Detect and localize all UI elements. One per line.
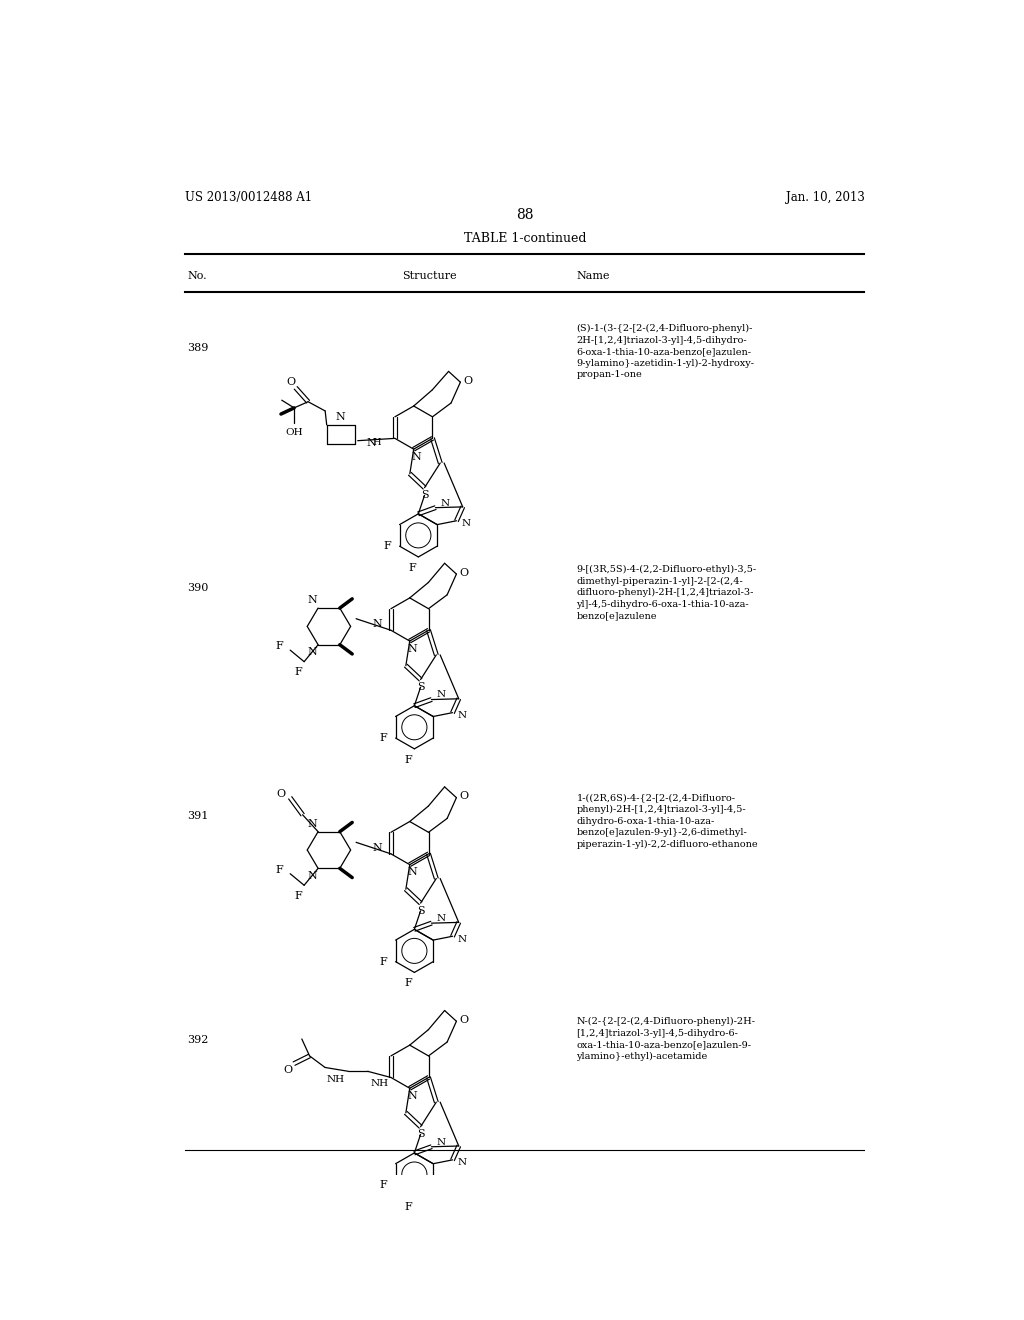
Text: NH: NH	[326, 1074, 344, 1084]
Text: F: F	[275, 865, 284, 875]
Text: 88: 88	[516, 209, 534, 222]
Text: F: F	[383, 541, 391, 552]
Text: N: N	[307, 595, 316, 606]
Text: N: N	[372, 842, 382, 853]
Text: F: F	[294, 668, 302, 677]
Text: 9-[(3R,5S)-4-(2,2-Difluoro-ethyl)-3,5-
dimethyl-piperazin-1-yl]-2-[2-(2,4-
diflu: 9-[(3R,5S)-4-(2,2-Difluoro-ethyl)-3,5- d…	[577, 565, 757, 620]
Text: 390: 390	[187, 583, 209, 593]
Text: OH: OH	[286, 428, 303, 437]
Text: F: F	[404, 755, 412, 764]
Text: O: O	[464, 376, 473, 385]
Text: 392: 392	[187, 1035, 209, 1044]
Text: O: O	[460, 1015, 469, 1024]
Text: N: N	[436, 1138, 445, 1147]
Text: 1-((2R,6S)-4-{2-[2-(2,4-Difluoro-
phenyl)-2H-[1,2,4]triazol-3-yl]-4,5-
dihydro-6: 1-((2R,6S)-4-{2-[2-(2,4-Difluoro- phenyl…	[577, 793, 758, 849]
Text: N: N	[458, 711, 466, 721]
Text: H: H	[372, 438, 381, 447]
Text: Name: Name	[577, 272, 610, 281]
Text: S: S	[417, 1130, 424, 1139]
Text: N: N	[458, 1159, 466, 1167]
Text: (S)-1-(3-{2-[2-(2,4-Difluoro-phenyl)-
2H-[1,2,4]triazol-3-yl]-4,5-dihydro-
6-oxa: (S)-1-(3-{2-[2-(2,4-Difluoro-phenyl)- 2H…	[577, 325, 755, 379]
Text: F: F	[404, 978, 412, 989]
Text: Structure: Structure	[402, 272, 457, 281]
Text: N: N	[307, 871, 316, 880]
Text: N: N	[408, 1090, 417, 1101]
Text: O: O	[460, 568, 469, 578]
Text: F: F	[379, 733, 387, 743]
Text: 391: 391	[187, 810, 209, 821]
Text: NH: NH	[371, 1080, 388, 1088]
Text: N: N	[372, 619, 382, 630]
Text: F: F	[275, 642, 284, 651]
Text: F: F	[404, 1201, 412, 1212]
Text: O: O	[287, 378, 296, 388]
Text: 389: 389	[187, 343, 209, 354]
Text: N: N	[458, 935, 466, 944]
Text: S: S	[417, 682, 424, 692]
Text: N: N	[366, 438, 376, 447]
Text: N: N	[336, 412, 345, 422]
Text: N: N	[412, 451, 421, 462]
Text: N: N	[436, 913, 445, 923]
Text: F: F	[379, 1180, 387, 1191]
Text: O: O	[460, 791, 469, 801]
Text: N: N	[307, 818, 316, 829]
Text: US 2013/0012488 A1: US 2013/0012488 A1	[185, 190, 312, 203]
Text: S: S	[421, 490, 428, 500]
Text: N: N	[408, 867, 417, 878]
Text: N: N	[408, 644, 417, 653]
Text: N: N	[461, 519, 470, 528]
Text: F: F	[379, 957, 387, 966]
Text: S: S	[417, 906, 424, 916]
Text: N: N	[436, 690, 445, 700]
Text: N: N	[307, 647, 316, 657]
Text: Jan. 10, 2013: Jan. 10, 2013	[785, 190, 864, 203]
Text: O: O	[276, 789, 286, 799]
Text: N: N	[440, 499, 450, 508]
Text: TABLE 1-continued: TABLE 1-continued	[464, 232, 586, 246]
Text: F: F	[294, 891, 302, 902]
Text: No.: No.	[187, 272, 207, 281]
Text: N-(2-{2-[2-(2,4-Difluoro-phenyl)-2H-
[1,2,4]triazol-3-yl]-4,5-dihydro-6-
oxa-1-t: N-(2-{2-[2-(2,4-Difluoro-phenyl)-2H- [1,…	[577, 1018, 756, 1061]
Text: O: O	[284, 1065, 293, 1074]
Text: F: F	[409, 562, 416, 573]
